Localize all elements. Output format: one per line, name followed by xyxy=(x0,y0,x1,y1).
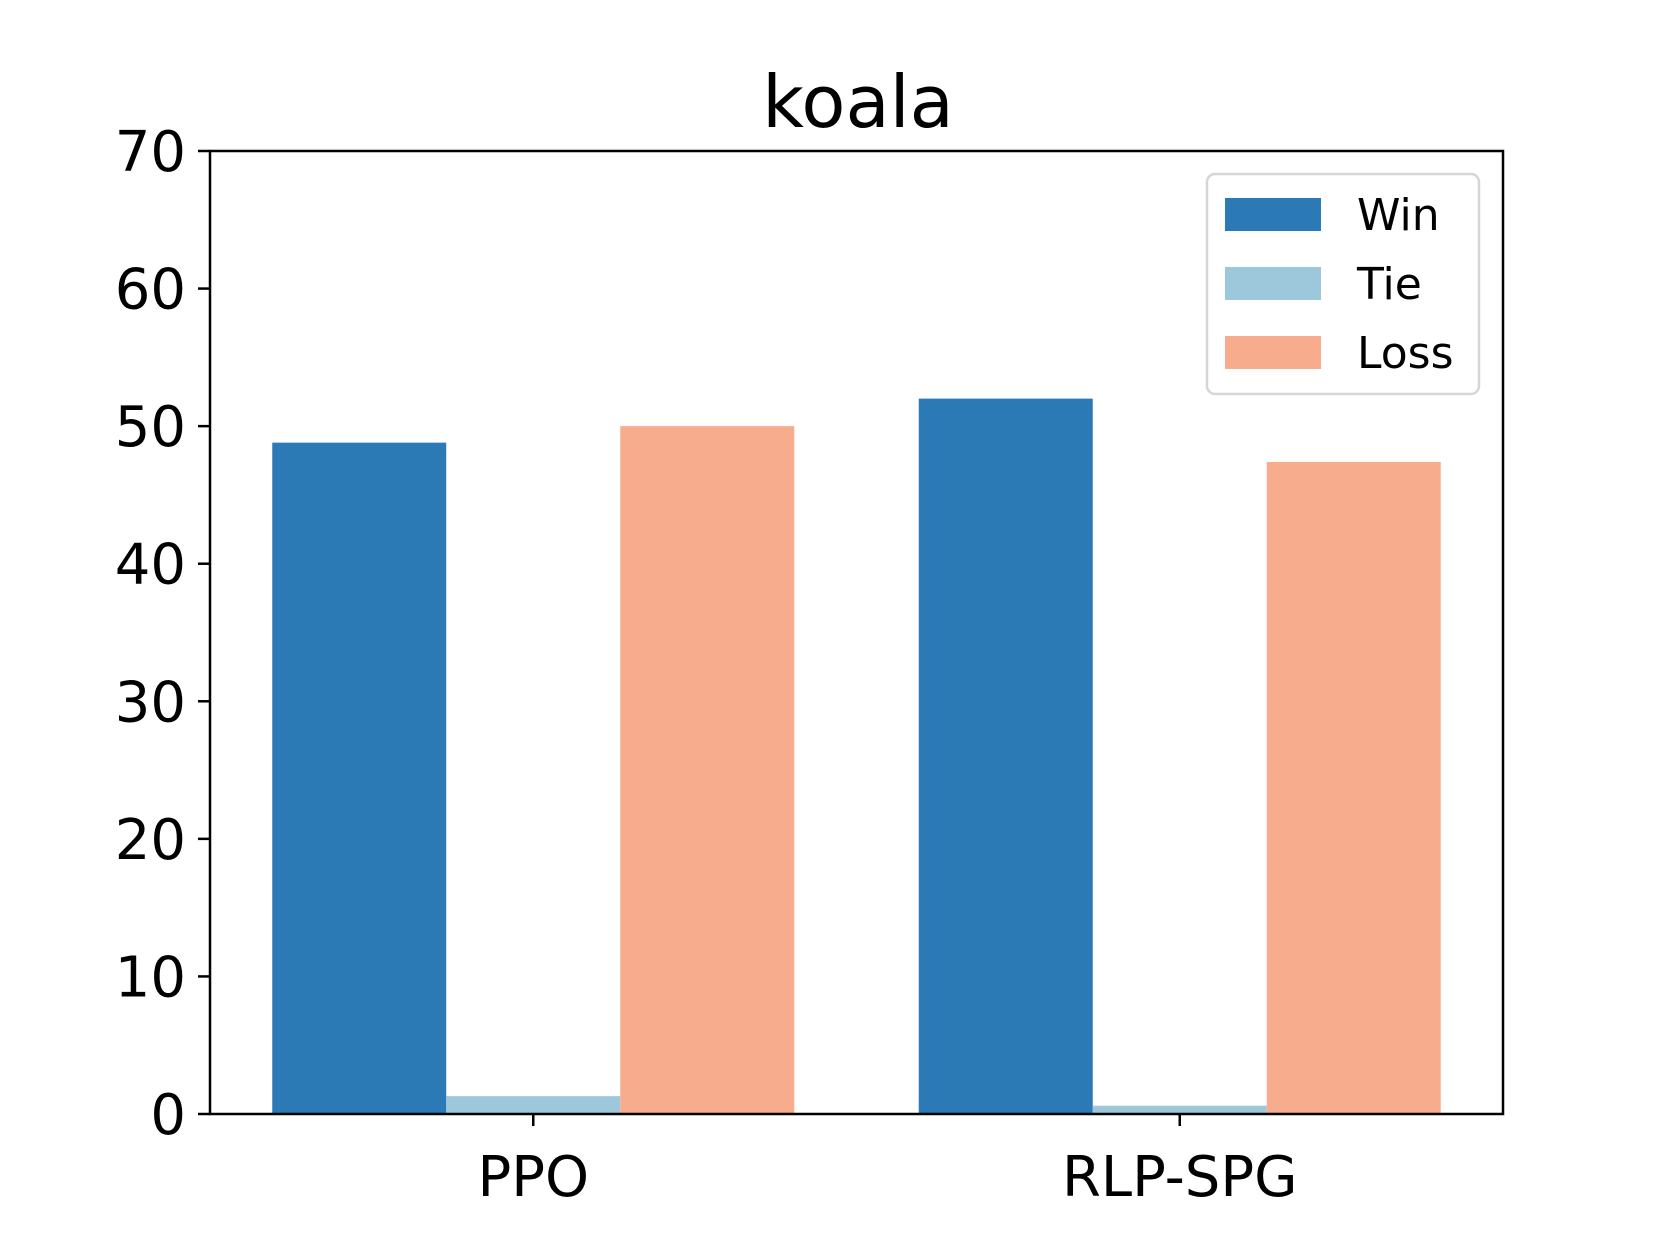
legend-swatch-loss xyxy=(1225,336,1321,369)
plot-frame xyxy=(208,149,1505,1116)
legend-label-tie: Tie xyxy=(1356,259,1422,310)
bar-tie-ppo xyxy=(446,1096,621,1114)
y-tick-label-40: 40 xyxy=(115,533,186,598)
bar-win-ppo xyxy=(272,442,447,1114)
bar-loss-ppo xyxy=(620,426,795,1115)
legend: Win Tie Loss xyxy=(1205,172,1481,396)
y-tick-label-60: 60 xyxy=(115,258,186,323)
x-tick-label-rlp-spg: RLP-SPG xyxy=(1062,1145,1298,1210)
chart-title: koala xyxy=(762,60,953,144)
legend-swatch-win xyxy=(1225,198,1321,231)
bar-loss-rlp-spg xyxy=(1266,461,1441,1114)
y-tick-label-50: 50 xyxy=(115,395,186,460)
bar-win-rlp-spg xyxy=(918,398,1093,1115)
legend-label-win: Win xyxy=(1357,190,1440,241)
axes-layer: 0 10 20 30 40 50 60 70 PPO RLP-SPG xyxy=(115,120,1505,1210)
y-tick-label-30: 30 xyxy=(115,670,186,735)
bar-tie-rlp-spg xyxy=(1092,1105,1267,1114)
y-tick-label-70: 70 xyxy=(115,120,186,185)
legend-swatch-tie xyxy=(1225,267,1321,300)
legend-label-loss: Loss xyxy=(1357,328,1454,379)
y-tick-label-20: 20 xyxy=(115,808,186,873)
x-tick-label-ppo: PPO xyxy=(477,1145,589,1210)
bars-layer xyxy=(272,398,1441,1115)
y-tick-label-0: 0 xyxy=(150,1083,186,1148)
y-tick-label-10: 10 xyxy=(115,945,186,1010)
